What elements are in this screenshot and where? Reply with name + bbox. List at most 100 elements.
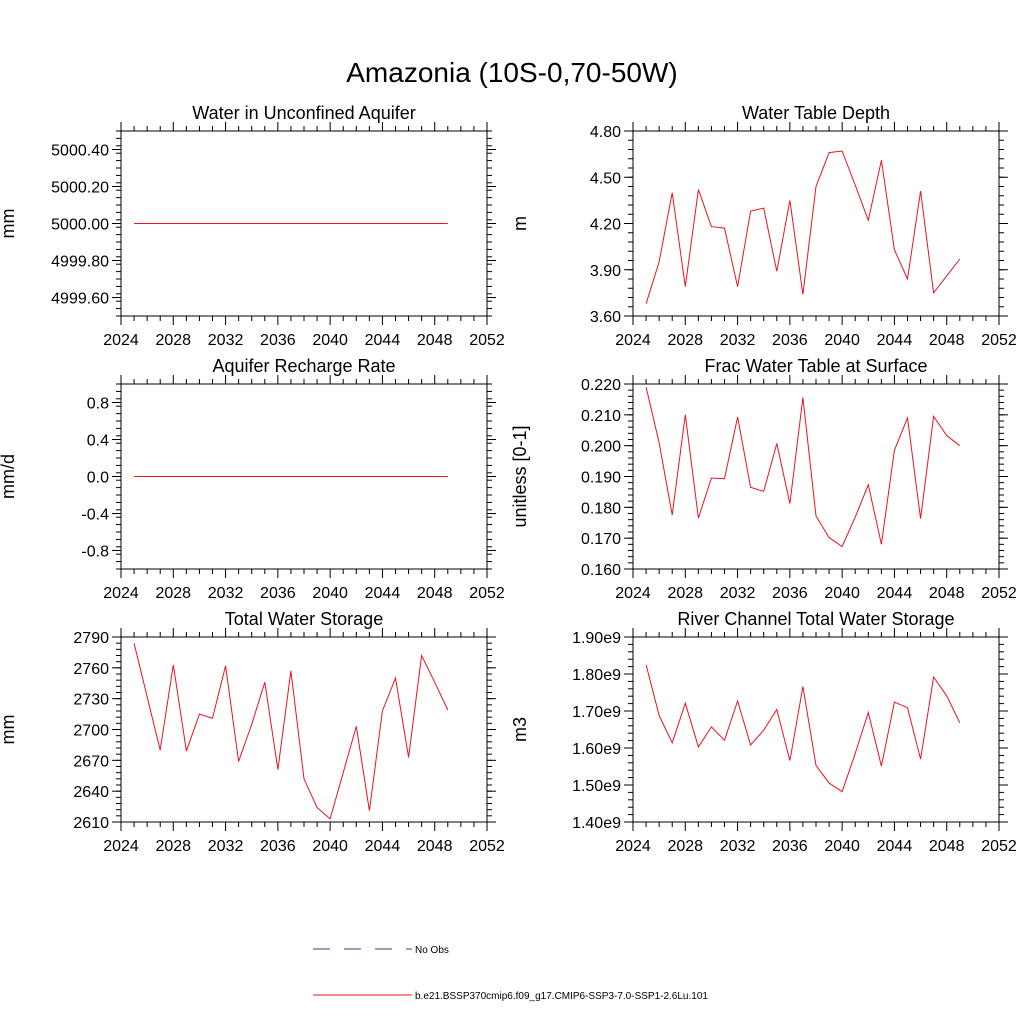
x-tick-label: 2028: [155, 585, 191, 602]
figure-title: Amazonia (10S-0,70-50W): [346, 57, 677, 88]
y-tick-label: 1.40e9: [572, 815, 621, 832]
y-tick-label: 5000.40: [51, 143, 109, 160]
y-tick-label: 2640: [73, 784, 109, 801]
y-tick-label: 2670: [73, 753, 109, 770]
y-tick-label: 1.60e9: [572, 741, 621, 758]
y-tick-label: 1.50e9: [572, 778, 621, 795]
x-tick-label: 2028: [155, 838, 191, 855]
plot-frame: [632, 130, 1000, 317]
x-tick-label: 2024: [615, 585, 651, 602]
panel-4: Frac Water Table at Surface unitless [0-1…: [510, 356, 1017, 602]
x-tick-label: 2028: [667, 838, 703, 855]
x-tick-label: 2036: [260, 332, 296, 349]
y-tick-label: 1.70e9: [572, 704, 621, 721]
x-tick-label: 2044: [365, 332, 401, 349]
y-tick-label: -0.8: [81, 544, 109, 561]
x-tick-label: 2024: [615, 838, 651, 855]
plot-frame: [632, 383, 1000, 570]
panel-6: River Channel Total Water Storage m3 2024 2…: [510, 609, 1017, 855]
x-tick-label: 2040: [824, 585, 860, 602]
panel-1: Water in Unconfined Aquifer mm 2024 2028 203…: [0, 103, 505, 349]
y-tick-label: 4.20: [590, 217, 621, 234]
y-tick-label: 5000.20: [51, 180, 109, 197]
x-tick-label: 2028: [667, 332, 703, 349]
panel-3: Aquifer Recharge Rate mm/d 2024 2028 2032 203…: [0, 356, 505, 602]
y-tick-label: 0.210: [581, 408, 621, 425]
y-tick-label: 4.80: [590, 124, 621, 141]
x-tick-label: 2052: [981, 585, 1017, 602]
y-tick-label: 2610: [73, 815, 109, 832]
x-tick-label: 2028: [667, 585, 703, 602]
x-tick-label: 2024: [103, 332, 139, 349]
panel-2: Water Table Depth m 2024 2028 2032 2036 2040 20…: [510, 103, 1017, 349]
panel-title: River Channel Total Water Storage: [677, 609, 954, 629]
x-tick-label: 2048: [417, 585, 453, 602]
panel-title: Aquifer Recharge Rate: [212, 356, 395, 376]
y-axis-label: m: [510, 216, 530, 231]
x-tick-label: 2052: [981, 838, 1017, 855]
legend-no-obs-label: No Obs: [415, 945, 449, 956]
x-tick-label: 2040: [824, 838, 860, 855]
y-tick-label: 5000.00: [51, 217, 109, 234]
y-axis-label: unitless [0-1]: [510, 425, 530, 527]
y-tick-label: 0.200: [581, 439, 621, 456]
panel-title: Frac Water Table at Surface: [704, 356, 927, 376]
x-tick-label: 2048: [929, 585, 965, 602]
x-tick-label: 2036: [260, 838, 296, 855]
panel-title: Water Table Depth: [742, 103, 890, 123]
panel-5: Total Water Storage mm 2024 2028 2032 2036 204…: [0, 609, 505, 855]
y-tick-label: 2700: [73, 723, 109, 740]
x-tick-label: 2028: [155, 332, 191, 349]
y-tick-label: 0.160: [581, 562, 621, 579]
x-tick-label: 2048: [417, 838, 453, 855]
y-tick-label: 2730: [73, 692, 109, 709]
legend: No Obs b.e21.BSSP370cmip6.f09_g17.CMIP6-…: [313, 945, 708, 1002]
y-tick-label: -0.4: [81, 507, 109, 524]
x-tick-label: 2048: [417, 332, 453, 349]
x-tick-label: 2040: [312, 838, 348, 855]
y-axis-label: mm/d: [0, 454, 18, 499]
series-line: [133, 643, 449, 820]
x-tick-label: 2032: [720, 585, 756, 602]
y-axis-label: mm: [0, 715, 18, 745]
y-tick-label: 1.90e9: [572, 630, 621, 647]
y-tick-label: 2790: [73, 630, 109, 647]
y-axis-label: mm: [0, 209, 18, 239]
x-tick-label: 2032: [208, 838, 244, 855]
x-tick-label: 2032: [208, 332, 244, 349]
x-tick-label: 2024: [103, 585, 139, 602]
x-tick-label: 2032: [720, 838, 756, 855]
x-tick-label: 2048: [929, 332, 965, 349]
y-tick-label: 4.50: [590, 170, 621, 187]
panel-title: Water in Unconfined Aquifer: [192, 103, 415, 123]
x-tick-label: 2040: [824, 332, 860, 349]
y-tick-label: 0.4: [87, 433, 109, 450]
x-tick-label: 2036: [772, 838, 808, 855]
series-line: [645, 150, 961, 304]
y-tick-label: 0.220: [581, 377, 621, 394]
x-tick-label: 2024: [103, 838, 139, 855]
x-tick-label: 2044: [877, 838, 913, 855]
legend-model-label: b.e21.BSSP370cmip6.f09_g17.CMIP6-SSP3-7.…: [415, 991, 708, 1002]
x-tick-label: 2044: [365, 585, 401, 602]
y-tick-label: 1.80e9: [572, 667, 621, 684]
x-tick-label: 2036: [772, 332, 808, 349]
plot-frame: [120, 636, 488, 823]
x-tick-label: 2048: [929, 838, 965, 855]
series-line: [645, 664, 961, 793]
x-tick-label: 2044: [877, 332, 913, 349]
x-tick-label: 2024: [615, 332, 651, 349]
y-tick-label: 0.8: [87, 396, 109, 413]
panels: Water in Unconfined Aquifer mm 2024 2028 203…: [0, 103, 1017, 855]
x-tick-label: 2036: [260, 585, 296, 602]
y-tick-label: 3.90: [590, 263, 621, 280]
y-tick-label: 2760: [73, 661, 109, 678]
series-line: [645, 386, 961, 548]
x-tick-label: 2040: [312, 585, 348, 602]
y-tick-label: 3.60: [590, 309, 621, 326]
x-tick-label: 2036: [772, 585, 808, 602]
x-tick-label: 2052: [981, 332, 1017, 349]
x-tick-label: 2032: [720, 332, 756, 349]
x-tick-label: 2044: [365, 838, 401, 855]
